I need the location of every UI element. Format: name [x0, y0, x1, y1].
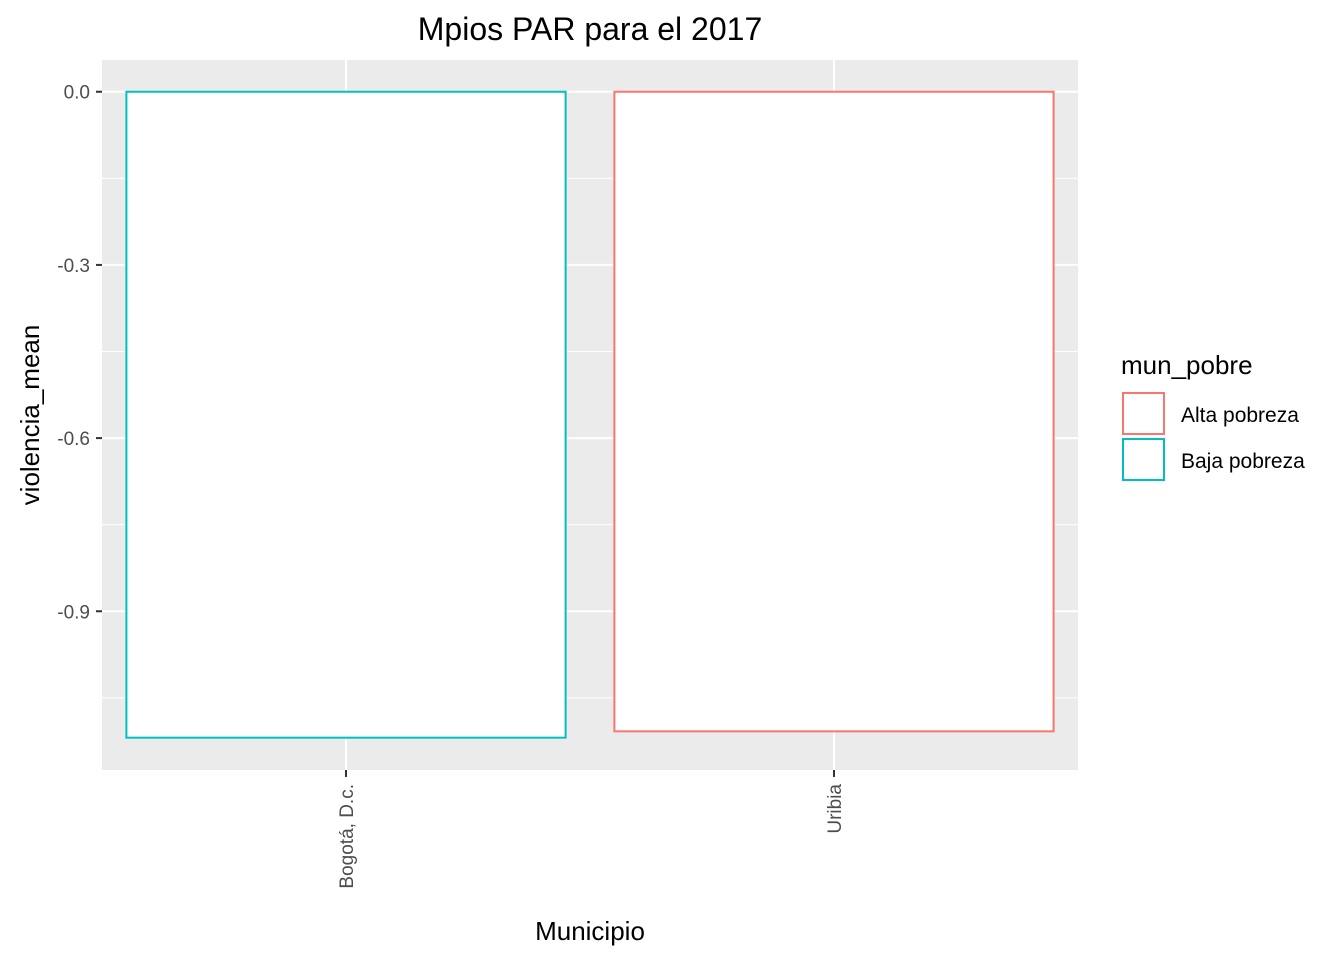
bars: [125, 90, 1055, 739]
y-tick-label: -0.6: [57, 429, 90, 450]
y-tick-label: -0.9: [57, 602, 90, 623]
x-tick-label: Bogotá, D.c.: [337, 784, 358, 889]
legend: mun_pobre Alta pobreza Baja pobreza: [1121, 350, 1305, 481]
y-tick-label: 0.0: [64, 83, 90, 104]
y-axis: 0.0 -0.3 -0.6 -0.9: [57, 83, 102, 623]
legend-label: Baja pobreza: [1181, 450, 1305, 473]
bar: [613, 90, 1055, 733]
legend-title: mun_pobre: [1121, 350, 1253, 380]
legend-items: Alta pobreza Baja pobreza: [1122, 392, 1305, 481]
y-tick-label: -0.3: [57, 256, 90, 277]
legend-key: [1122, 392, 1165, 435]
x-axis-title: Municipio: [535, 916, 645, 946]
x-tick-label: Uribia: [825, 784, 846, 834]
y-axis-title: violencia_mean: [15, 325, 45, 506]
bar: [125, 90, 567, 739]
x-axis: Bogotá, D.c. Uribia: [337, 770, 846, 889]
legend-key: [1122, 438, 1165, 481]
chart-title: Mpios PAR para el 2017: [418, 11, 762, 47]
legend-label: Alta pobreza: [1181, 404, 1299, 427]
